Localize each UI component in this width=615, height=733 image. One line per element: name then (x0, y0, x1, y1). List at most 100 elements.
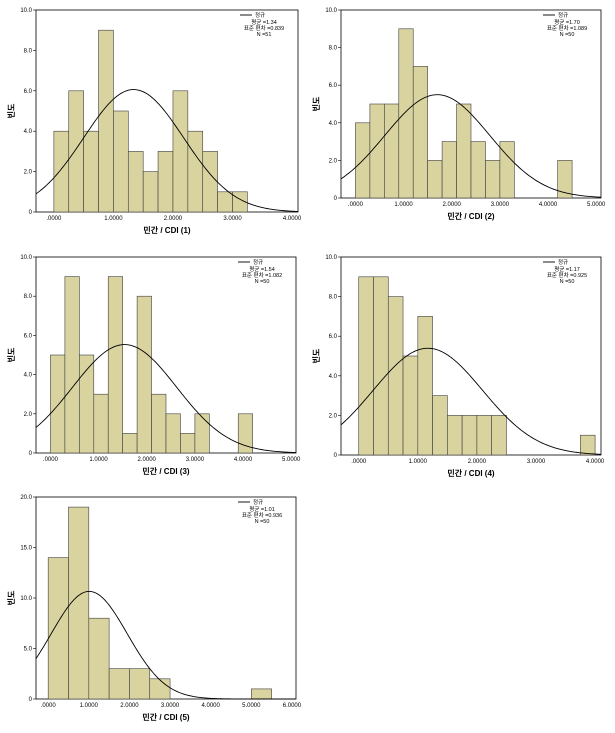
y-tick-label: 0 (29, 697, 33, 703)
x-tick-label: 6.0000 (283, 703, 302, 709)
x-tick-label: .0000 (46, 216, 62, 222)
x-tick-label: 4.0000 (586, 459, 605, 465)
y-tick-label: 8.0 (329, 46, 338, 52)
y-axis-title: 빈도 (6, 347, 16, 362)
y-axis-title: 빈도 (311, 96, 321, 111)
y-tick-label: 6.0 (24, 89, 33, 95)
x-tick-label: 1.0000 (409, 459, 428, 465)
histogram-bar (157, 151, 174, 213)
x-tick-label: 5.0000 (282, 457, 301, 463)
stat-n: N =51 (257, 32, 272, 38)
x-axis-title: 민간 / CDI (5) (142, 712, 190, 722)
histogram-bar (122, 433, 138, 454)
x-tick-label: 3.0000 (491, 202, 510, 208)
x-tick-label: 3.0000 (527, 459, 546, 465)
histogram-bar (441, 141, 457, 199)
x-tick-label: 5.0000 (587, 202, 606, 208)
x-axis-title: 민간 / CDI (3) (142, 466, 190, 476)
histogram-bar (402, 355, 419, 456)
x-tick-label: 3.0000 (161, 703, 180, 709)
histogram-panel-5: .0000 1.0000 2.0000 3.0000 4.0000 5.0000 6.000… (0, 487, 310, 733)
y-tick-label: 0 (334, 453, 338, 459)
y-tick-label: 4.0 (329, 374, 338, 380)
histogram-bar (427, 160, 443, 199)
y-axis-title: 빈도 (6, 590, 16, 605)
legend-label: 정규 (253, 259, 263, 266)
x-tick-label: 3.0000 (223, 216, 242, 222)
stat-n: N =50 (255, 519, 270, 525)
y-tick-label: 20.0 (20, 495, 32, 501)
histogram-bar (384, 103, 400, 199)
histogram-bar (476, 415, 492, 456)
legend-label: 정규 (558, 12, 568, 19)
histogram-bar (93, 393, 109, 454)
histogram-bar (47, 557, 69, 700)
y-tick-label: 2.0 (24, 412, 33, 418)
histogram-bar (88, 617, 110, 700)
histogram-bar (68, 506, 90, 700)
normal-curve (35, 590, 296, 700)
histogram-bar (251, 688, 272, 700)
histogram-bar (64, 276, 80, 454)
y-tick-label: 2.0 (24, 170, 33, 176)
x-tick-label: 4.0000 (202, 703, 221, 709)
x-tick-label: 2.0000 (443, 202, 462, 208)
histogram-bar (358, 276, 374, 456)
stat-mean: 평균 =1.01 (249, 506, 275, 513)
x-tick-label: 2.0000 (138, 457, 157, 463)
histogram-bar (107, 276, 123, 454)
y-tick-label: 0 (29, 210, 33, 216)
x-tick-label: .0000 (351, 459, 367, 465)
histogram-chart-cdi-4: .0000 1.0000 2.0000 3.0000 4.0000 0 2.0 4.0 6.0 8… (311, 255, 605, 478)
stat-mean: 평균 =1.17 (554, 266, 580, 273)
histogram-bar (491, 415, 507, 456)
y-tick-label: 0 (29, 451, 33, 457)
normal-curve (35, 89, 299, 212)
x-tick-label: 5.0000 (242, 703, 261, 709)
x-axis-title: 민간 / CDI (1) (143, 225, 191, 235)
y-tick-label: 6.0 (24, 333, 33, 339)
histogram-bar (412, 66, 428, 199)
stat-sd: 표준 편차 =0.925 (547, 271, 587, 279)
histogram-bar (53, 130, 70, 213)
x-axis-title: 민간 / CDI (2) (447, 211, 495, 221)
stat-sd: 표준 편차 =0.936 (242, 511, 282, 519)
histogram-bar (127, 151, 144, 213)
x-tick-label: 4.0000 (539, 202, 558, 208)
x-tick-label: 4.0000 (234, 457, 253, 463)
x-axis-title: 민간 / CDI (4) (447, 468, 495, 478)
y-tick-label: 15.0 (20, 546, 32, 552)
stat-n: N =50 (560, 279, 575, 285)
histogram-bar (142, 171, 159, 213)
normal-curve (340, 347, 602, 455)
x-tick-label: 1.0000 (394, 202, 413, 208)
y-tick-label: 5.0 (24, 647, 33, 653)
histogram-chart-cdi-2: .0000 1.0000 2.0000 3.0000 4.0000 5.0000 0 2.0 4… (311, 8, 606, 221)
y-tick-label: 10.0 (325, 8, 337, 14)
histogram-bar (129, 668, 151, 700)
histogram-bar (194, 413, 210, 454)
histogram-bar (470, 141, 486, 199)
y-tick-label: 2.0 (329, 413, 338, 419)
histogram-bar (217, 191, 233, 213)
histogram-bar (136, 295, 152, 454)
x-tick-label: .0000 (43, 457, 59, 463)
stat-n: N =50 (560, 32, 575, 38)
x-tick-label: 3.0000 (186, 457, 205, 463)
histogram-panel-3: .0000 1.0000 2.0000 3.0000 4.0000 5.0000 0 2.0 4… (0, 245, 310, 490)
histogram-bar (398, 28, 414, 199)
x-tick-label: .0000 (348, 202, 364, 208)
histogram-bar (432, 395, 448, 456)
y-tick-label: 0 (334, 196, 338, 202)
legend-label: 정규 (255, 12, 265, 19)
y-tick-label: 8.0 (24, 48, 33, 54)
x-tick-label: 2.0000 (120, 703, 139, 709)
histogram-bar (387, 296, 404, 456)
histogram-bar (417, 316, 433, 456)
histogram-bar (113, 110, 129, 213)
histogram-bar (98, 29, 114, 213)
y-tick-label: 10.0 (325, 255, 337, 261)
normal-curve (340, 94, 602, 198)
y-tick-label: 4.0 (24, 129, 33, 135)
histogram-bar (149, 678, 171, 700)
